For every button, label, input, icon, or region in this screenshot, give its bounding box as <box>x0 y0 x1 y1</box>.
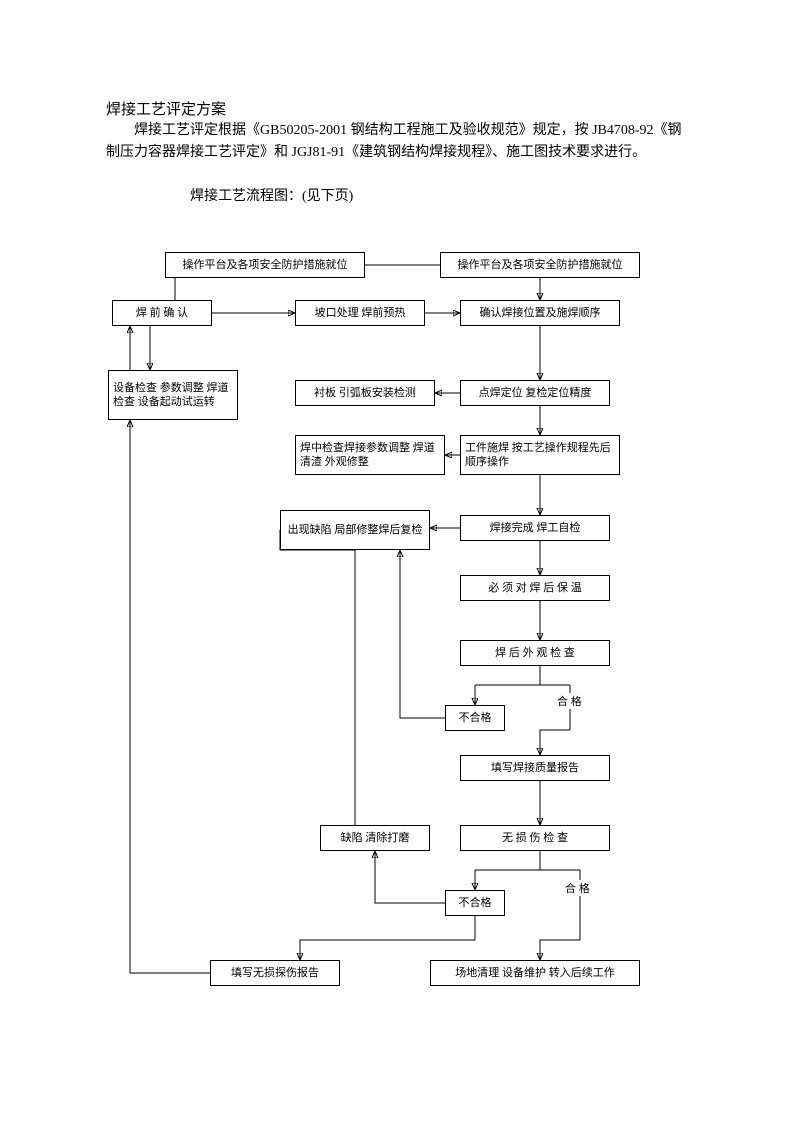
node-defect-repair: 出现缺陷 局部修整焊后复检 <box>280 510 430 550</box>
node-platform-2: 操作平台及各项安全防护措施就位 <box>440 252 640 278</box>
node-preconfirm: 焊 前 确 认 <box>112 300 212 326</box>
node-position: 确认焊接位置及施焊顺序 <box>460 300 620 326</box>
node-tack: 点焊定位 复检定位精度 <box>460 380 610 406</box>
node-equipcheck: 设备检查 参数调整 焊道检查 设备起动试运转 <box>108 370 238 420</box>
node-visual-inspect: 焊 后 外 观 检 查 <box>460 640 610 666</box>
node-fail-2: 不合格 <box>445 890 505 916</box>
node-fail-1: 不合格 <box>445 705 505 731</box>
label-pass-2: 合 格 <box>565 880 590 896</box>
node-midcheck: 焊中检查焊接参数调整 焊道清渣 外观修整 <box>295 435 445 475</box>
node-ndt: 无 损 伤 检 查 <box>460 825 610 851</box>
node-platform-1: 操作平台及各项安全防护措施就位 <box>165 252 365 278</box>
flowchart: 操作平台及各项安全防护措施就位 操作平台及各项安全防护措施就位 焊 前 确 认 … <box>0 0 794 1123</box>
node-backing: 衬板 引弧板安装检测 <box>295 380 435 406</box>
node-ndt-report: 填写无损探伤报告 <box>210 960 340 986</box>
node-complete: 焊接完成 焊工自检 <box>460 515 610 541</box>
node-grind: 缺陷 清除打磨 <box>320 825 430 851</box>
node-quality-report: 填写焊接质量报告 <box>460 755 610 781</box>
label-pass-1: 合 格 <box>557 693 582 709</box>
node-cleanup: 场地清理 设备维护 转入后续工作 <box>430 960 640 986</box>
node-groove: 坡口处理 焊前预热 <box>295 300 425 326</box>
node-postwarmth: 必 须 对 焊 后 保 温 <box>460 575 610 601</box>
node-welding: 工件施焊 按工艺操作规程先后顺序操作 <box>460 435 620 475</box>
flowchart-edges <box>0 0 794 1123</box>
